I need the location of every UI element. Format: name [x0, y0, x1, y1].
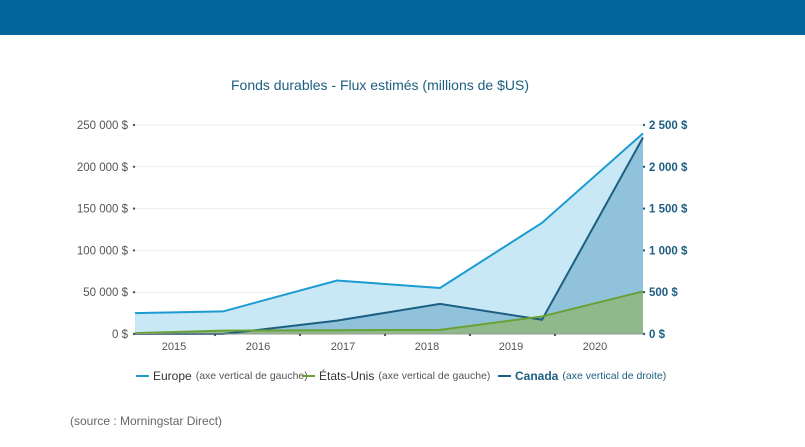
right-tick-dot: [642, 291, 646, 294]
right-tick-label: 1 000 $: [649, 245, 688, 257]
legend-note: (axe vertical de droite): [562, 370, 667, 382]
right-tick-label: 0 $: [649, 329, 666, 341]
header-bar: [0, 0, 805, 35]
legend-swatch: [302, 375, 315, 377]
x-tick-label: 2017: [331, 341, 355, 353]
left-axis-ticks: 0 $ 50 000 $ 100 000 $ 150 000 $ 200 000 $ 25…: [77, 120, 136, 341]
legend-swatch: [136, 375, 149, 377]
x-axis-ticks: 2015 2016 2017 2018 2019 2020: [162, 333, 607, 353]
left-tick-dot: [132, 332, 136, 336]
x-tick-dot: [213, 333, 217, 337]
x-tick-label: 2015: [162, 341, 186, 353]
legend-swatch: [498, 375, 511, 377]
left-tick-label: 250 000 $: [77, 120, 129, 132]
right-tick-label: 500 $: [649, 287, 678, 299]
legend-item: Canada (axe vertical de droite): [498, 369, 666, 383]
right-tick-dot: [642, 207, 646, 210]
x-tick-dot: [383, 333, 387, 337]
right-tick-label: 2 500 $: [649, 120, 688, 132]
legend-item: États-Unis (axe vertical de gauche): [302, 369, 490, 383]
left-tick-label: 200 000 $: [77, 162, 129, 174]
line-tats-unis: [134, 290, 644, 335]
legend-note: (axe vertical de gauche): [195, 370, 308, 382]
legend-note: (axe vertical de gauche): [378, 370, 491, 382]
left-tick-dot: [132, 207, 136, 210]
series-areas: [135, 133, 643, 334]
x-tick-dot: [298, 333, 302, 337]
legend-item: Europe (axe vertical de gauche): [136, 369, 308, 383]
left-tick-dot: [132, 123, 136, 127]
area-europe: [135, 133, 643, 334]
legend-label: Europe: [153, 369, 192, 383]
x-tick-label: 2020: [583, 341, 607, 353]
right-tick-label: 2 000 $: [649, 162, 688, 174]
right-tick-dot: [642, 123, 646, 127]
left-tick-label: 100 000 $: [77, 245, 129, 257]
left-tick-label: 50 000 $: [83, 287, 128, 299]
chart-title: Fonds durables - Flux estimés (millions …: [231, 77, 529, 93]
right-tick-dot: [642, 165, 646, 168]
source-note: (source : Morningstar Direct): [70, 414, 223, 428]
left-tick-dot: [132, 165, 136, 168]
x-tick-dot: [553, 333, 557, 337]
left-tick-dot: [132, 291, 136, 294]
line-europe: [134, 132, 644, 315]
right-tick-dot: [642, 249, 646, 252]
x-tick-dot: [468, 333, 472, 337]
right-tick-dot: [642, 332, 646, 336]
right-axis-ticks: 0 $ 500 $ 1 000 $ 1 500 $ 2 000 $ 2 500 $: [642, 120, 688, 341]
x-tick-label: 2016: [246, 341, 270, 353]
area-tats-unis: [135, 291, 643, 334]
legend-label: États-Unis: [319, 369, 375, 383]
left-tick-dot: [132, 249, 136, 252]
left-tick-label: 150 000 $: [77, 204, 129, 216]
left-tick-label: 0 $: [112, 329, 129, 341]
legend-label: Canada: [515, 369, 559, 383]
x-tick-label: 2018: [415, 341, 439, 353]
x-tick-label: 2019: [499, 341, 523, 353]
right-tick-label: 1 500 $: [649, 204, 688, 216]
